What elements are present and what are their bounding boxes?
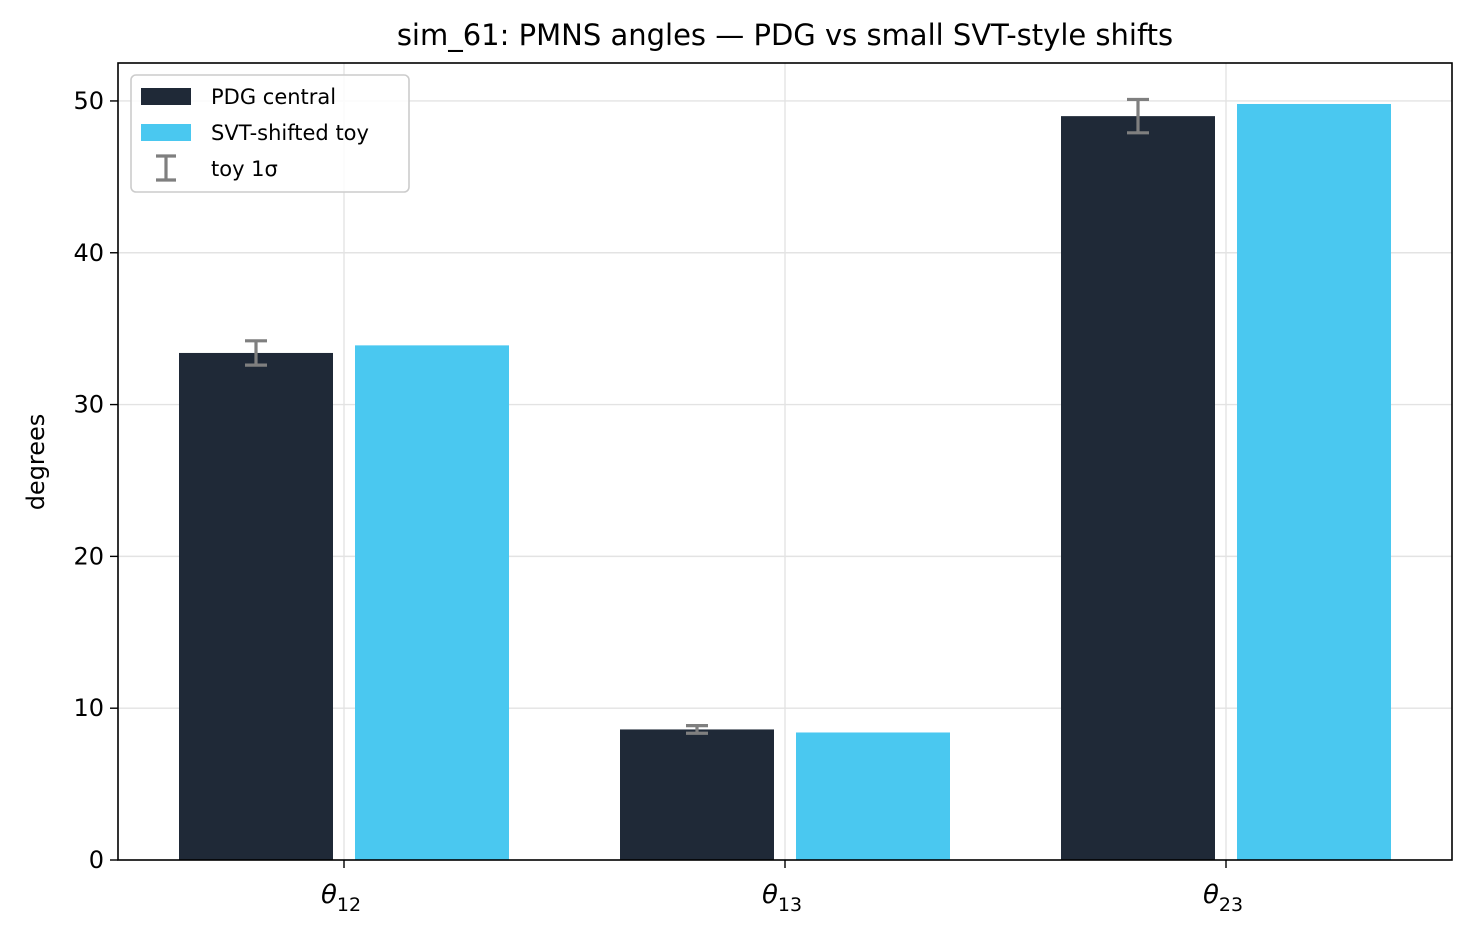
y-tick-label: 30 <box>73 391 104 419</box>
x-tick-label: θ13 <box>762 880 802 916</box>
y-tick-label: 50 <box>73 87 104 115</box>
x-tick-label-subscript: 23 <box>1219 894 1243 916</box>
y-tick-label: 0 <box>89 846 104 874</box>
x-tick-label-symbol: θ <box>762 880 778 910</box>
error-bars <box>245 97 1149 735</box>
y-tick-label: 40 <box>73 239 104 267</box>
x-tick-label: θ23 <box>1203 880 1243 916</box>
legend-label: toy 1σ <box>211 157 278 181</box>
bar-svt-shifted-toy <box>1237 103 1391 860</box>
legend-swatch <box>141 88 191 105</box>
legend: PDG central SVT-shifted toy toy 1σ <box>130 74 410 193</box>
x-tick-label-subscript: 13 <box>778 894 802 916</box>
legend-label: SVT-shifted toy <box>211 121 369 145</box>
legend-label: PDG central <box>211 85 336 109</box>
bar-pdg-central <box>620 729 774 860</box>
legend-frame <box>130 74 410 193</box>
bar-pdg-central <box>1061 116 1215 861</box>
y-axis-label: degrees <box>22 414 50 511</box>
x-tick-label: θ12 <box>321 880 361 916</box>
x-tick-label-symbol: θ <box>321 880 337 910</box>
chart-title: sim_61: PMNS angles — PDG vs small SVT-s… <box>397 18 1173 52</box>
y-tick-label: 10 <box>73 694 104 722</box>
y-tick-label: 20 <box>73 542 104 570</box>
bar-pdg-central <box>179 352 333 860</box>
x-axis: θ12 θ13 θ23 <box>321 860 1243 916</box>
bars <box>179 103 1391 861</box>
legend-swatch <box>141 124 191 141</box>
y-axis: 0 10 20 30 40 50 <box>73 87 118 874</box>
x-tick-label-symbol: θ <box>1203 880 1219 910</box>
bar-svt-shifted-toy <box>796 732 950 860</box>
bar-svt-shifted-toy <box>355 345 509 860</box>
x-tick-label-subscript: 12 <box>337 894 361 916</box>
